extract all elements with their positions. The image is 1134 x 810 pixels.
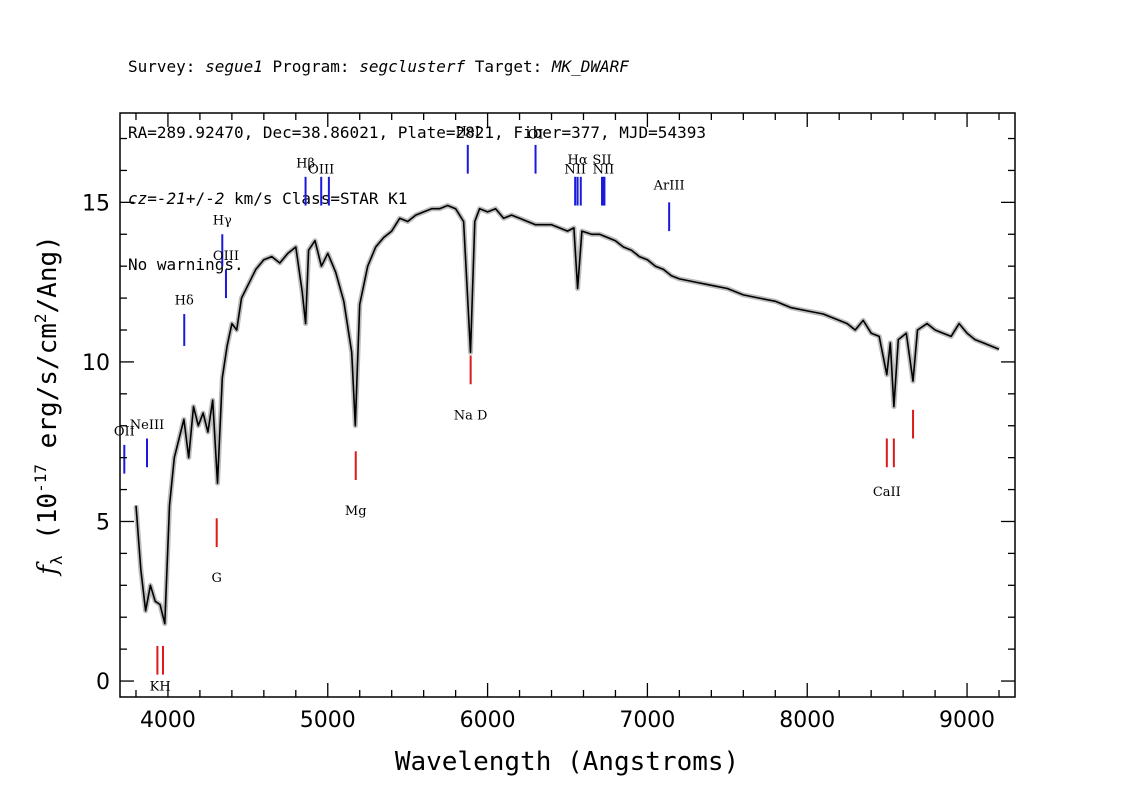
line-label: NII (564, 163, 586, 178)
flux-error-band (133, 203, 1000, 627)
survey-value: segue1 (205, 57, 263, 76)
target-label: Target: (465, 57, 552, 76)
line-label: OIII (213, 249, 239, 264)
line-label: CaII (873, 485, 901, 500)
y-tick-label: 10 (82, 351, 110, 376)
line-label: Hα (568, 153, 588, 168)
line-label: NII (593, 163, 615, 178)
y-tick-label: 5 (96, 510, 110, 535)
y-tick-label: 0 (96, 670, 110, 695)
x-tick-label: 7000 (619, 708, 675, 733)
line-label: Mg (345, 504, 367, 519)
line-label: HeI (456, 124, 480, 139)
x-tick-label: 4000 (140, 708, 196, 733)
line-label: SII (592, 153, 611, 168)
x-tick-label: 6000 (460, 708, 516, 733)
spectrum-header: Survey: segue1 Program: segclusterf Targ… (128, 12, 706, 298)
program-value: segclusterf (359, 57, 466, 76)
y-tick-label: 15 (82, 191, 110, 216)
line-label: ArIII (653, 179, 685, 194)
spectrum-flux-line (135, 204, 1000, 625)
line-label: NeIII (130, 418, 164, 433)
cz-plusminus: +/- (185, 189, 215, 208)
x-tick-label: 9000 (939, 708, 995, 733)
x-axis-label: Wavelength (Angstroms) (395, 747, 739, 777)
header-line-1: Survey: segue1 Program: segclusterf Targ… (128, 56, 706, 78)
cz-error: 2 (214, 189, 225, 208)
line-label: Hδ (175, 293, 194, 308)
line-label: Na D (454, 408, 488, 423)
line-label: OI (528, 128, 544, 143)
line-label: G (211, 571, 221, 586)
target-value: MK_DWARF (551, 57, 629, 76)
cz-value: -21 (156, 189, 186, 208)
cz-symbol: cz (128, 189, 148, 208)
program-label: Program: (262, 57, 360, 76)
line-label: OIII (308, 163, 334, 178)
line-label: OII (114, 424, 135, 439)
plot-frame (119, 112, 1016, 698)
x-tick-label: 5000 (300, 708, 356, 733)
cz-equals: = (147, 189, 157, 208)
survey-label: Survey: (128, 57, 206, 76)
header-line-2: RA=289.92470, Dec=38.86021, Plate=2821, … (128, 123, 706, 142)
line-label: Hγ (213, 214, 232, 229)
line-label: KH (150, 680, 171, 695)
y-axis-label: fλ (10-17 erg/s/cm2/Ang) (31, 235, 66, 577)
line-label: Hβ (296, 156, 315, 171)
x-tick-label: 8000 (779, 708, 835, 733)
